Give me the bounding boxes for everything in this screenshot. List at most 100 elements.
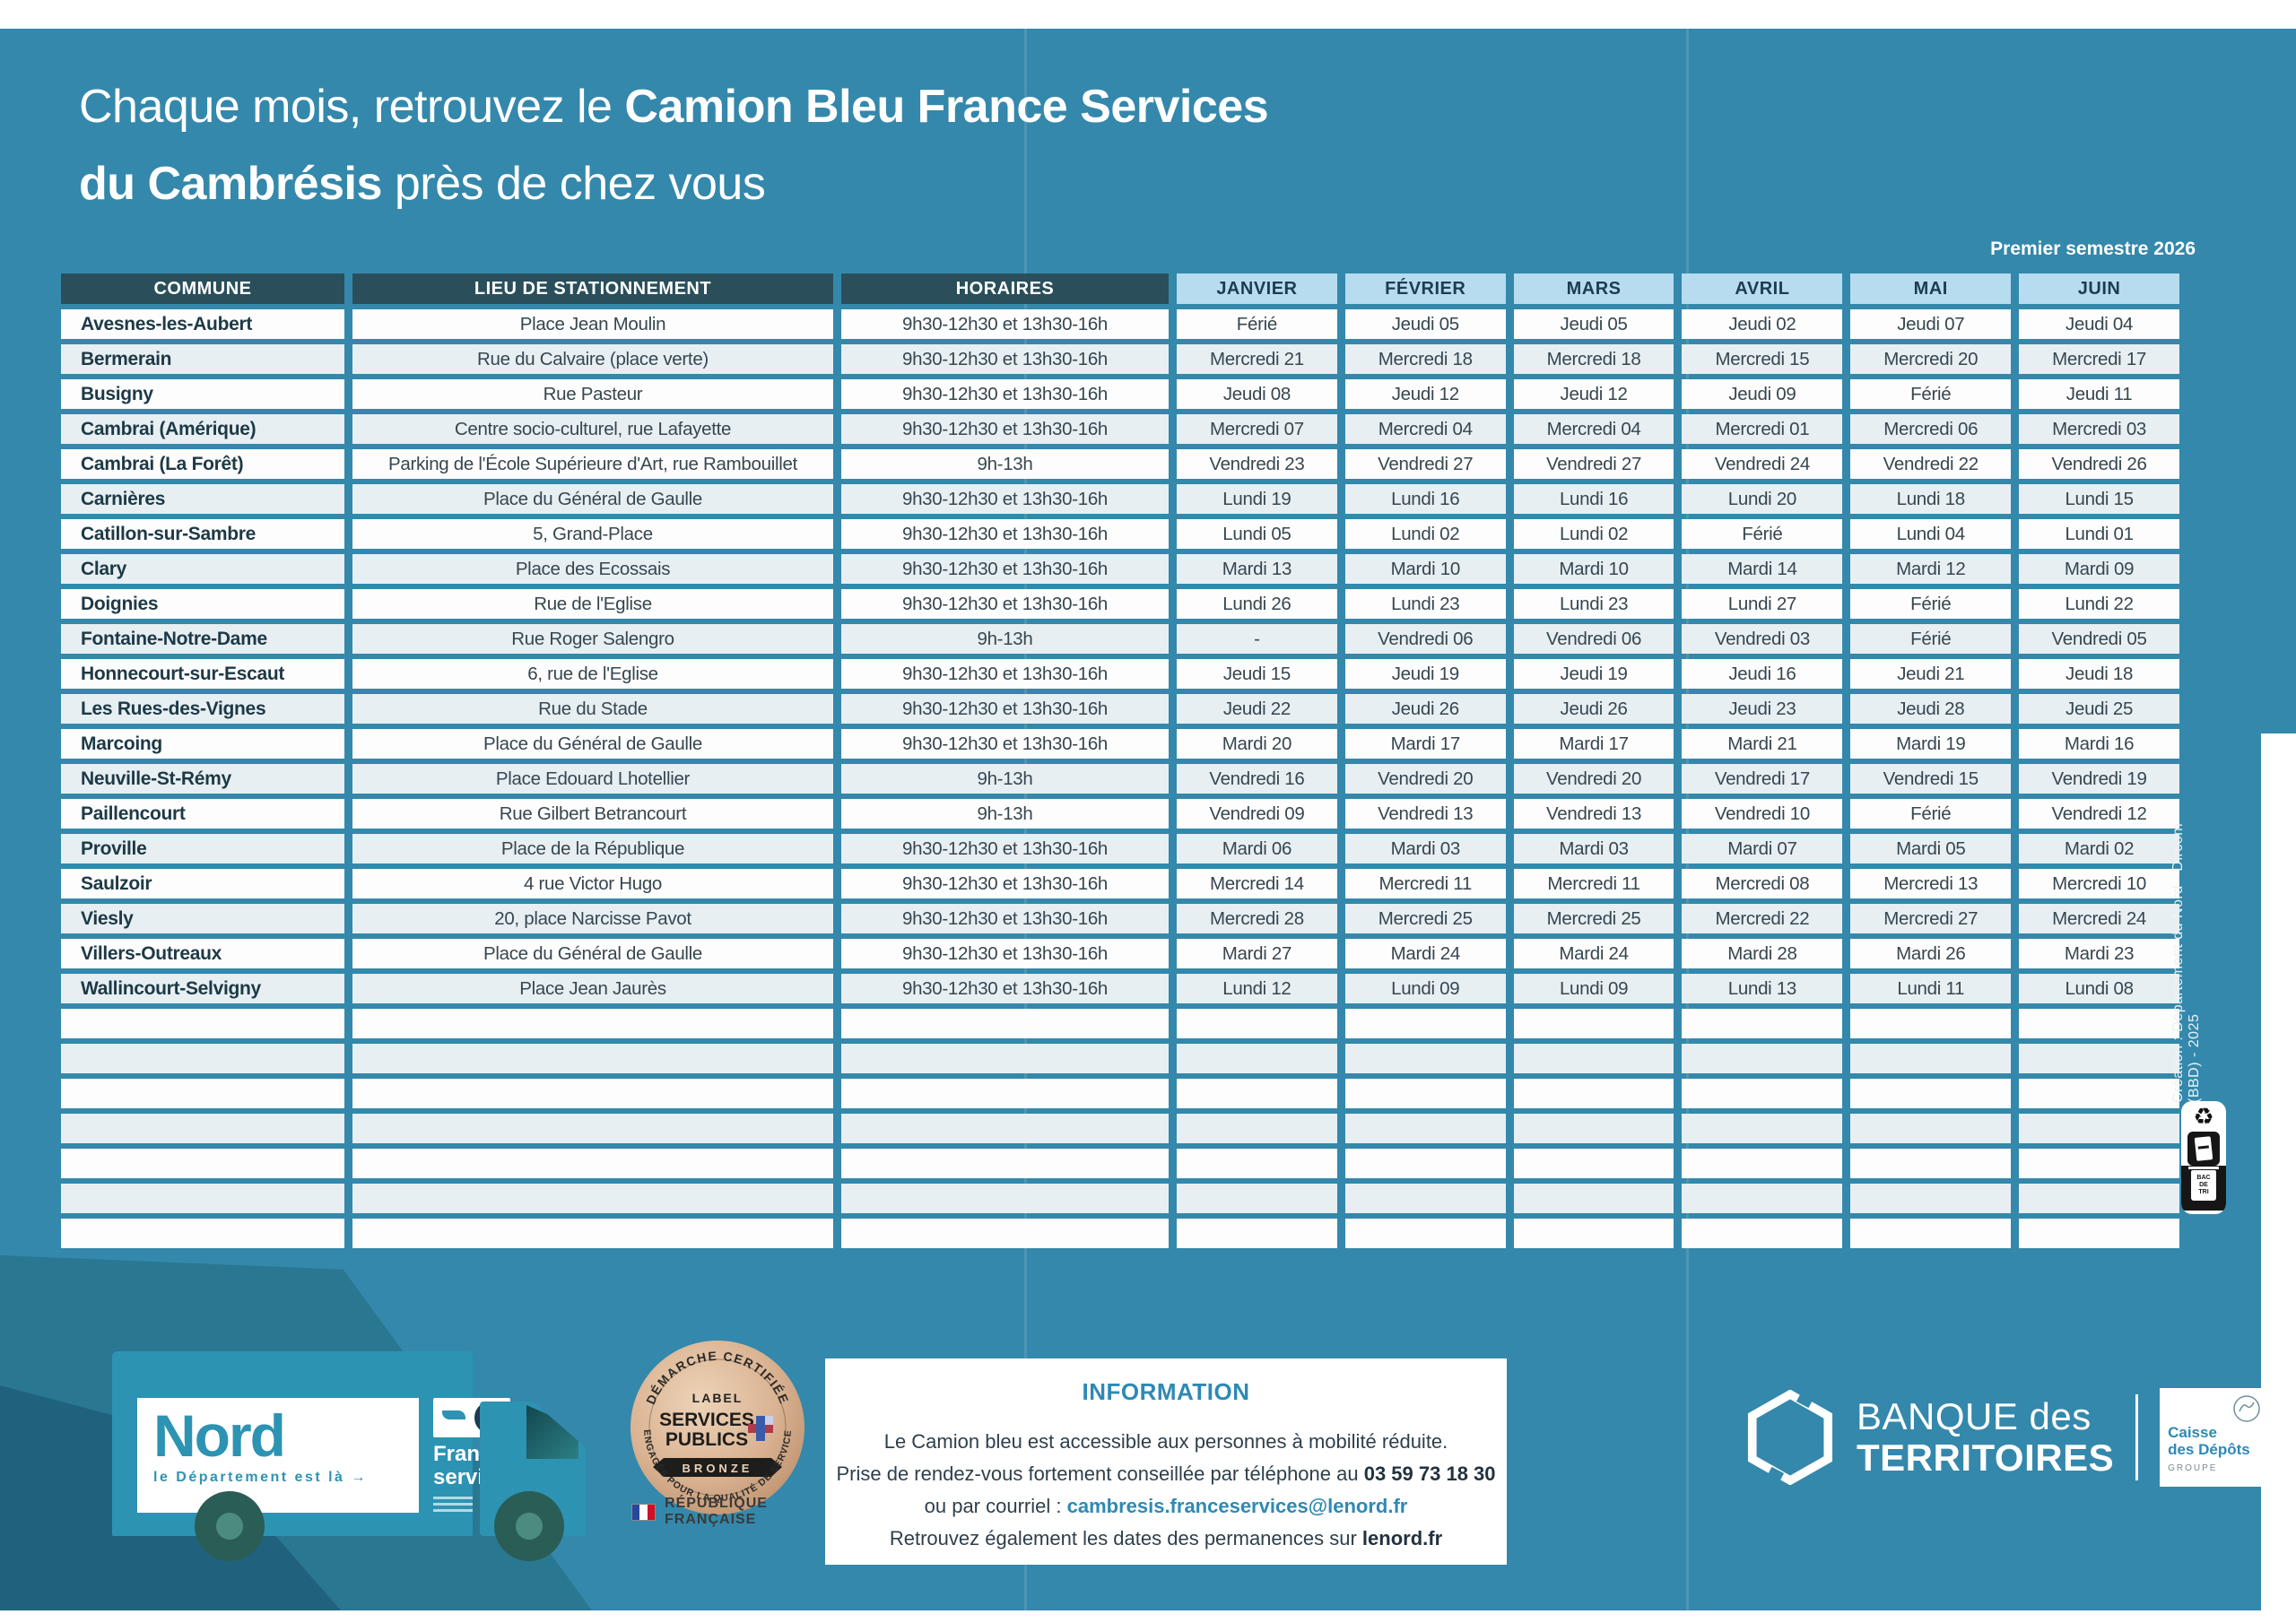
date-cell: [2019, 1184, 2179, 1213]
date-cell: Jeudi 19: [1344, 659, 1506, 689]
date-cell: Lundi 16: [1344, 484, 1506, 514]
table-row: Clary Place des Ecossais 9h30-12h30 et 13h…: [61, 554, 2179, 584]
nord-logo: Nord le Département est là →: [137, 1398, 419, 1513]
date-cell: Lundi 05: [1177, 519, 1337, 549]
date-cell: Mardi 26: [1850, 939, 2012, 968]
date-cell: Lundi 20: [1682, 484, 1843, 514]
date-cell: Lundi 26: [1177, 589, 1337, 619]
commune-cell: Saulzoir: [61, 869, 344, 898]
bdt-line2: TERRITOIRES: [1857, 1436, 2115, 1479]
date-cell: [1177, 1219, 1337, 1248]
lieu-cell: Place Jean Jaurès: [352, 974, 833, 1003]
horaires-cell: [841, 1009, 1169, 1038]
date-cell: Mardi 09: [2019, 554, 2179, 584]
date-cell: Lundi 01: [2019, 519, 2179, 549]
date-cell: Jeudi 05: [1344, 309, 1506, 339]
nord-tagline: le Département est là →: [153, 1470, 368, 1485]
commune-cell: [61, 1184, 344, 1213]
info-line-3: ou par courriel : cambresis.franceservic…: [924, 1495, 1408, 1517]
lieu-cell: Parking de l'École Supérieure d'Art, rue…: [352, 449, 833, 479]
commune-cell: Les Rues-des-Vignes: [61, 694, 344, 724]
lieu-cell: Place du Général de Gaulle: [352, 729, 833, 759]
date-cell: Mardi 13: [1177, 554, 1337, 584]
header-janvier: JANVIER: [1177, 273, 1337, 304]
date-cell: Vendredi 16: [1177, 764, 1337, 794]
date-cell: Mardi 12: [1850, 554, 2012, 584]
date-cell: Vendredi 19: [2019, 764, 2179, 794]
information-box: INFORMATION Le Camion bleu est accessibl…: [825, 1358, 1507, 1565]
commune-cell: Proville: [61, 834, 344, 864]
cdd-group: GROUPE: [2168, 1463, 2218, 1473]
republique-text: RÉPUBLIQUE FRANÇAISE: [665, 1496, 768, 1527]
semester-label: Premier semestre 2026: [1990, 239, 2196, 259]
table-row: Catillon-sur-Sambre 5, Grand-Place 9h30-12…: [61, 519, 2179, 549]
commune-cell: Carnières: [61, 484, 344, 514]
commune-cell: [61, 1079, 344, 1108]
nord-wordmark: Nord: [153, 1402, 286, 1469]
date-cell: Mercredi 15: [1682, 344, 1843, 374]
lieu-cell: 4 rue Victor Hugo: [352, 869, 833, 898]
horaires-cell: 9h-13h: [841, 799, 1169, 829]
date-cell: [1344, 1184, 1506, 1213]
date-cell: Mardi 14: [1682, 554, 1843, 584]
date-cell: [1850, 1114, 2012, 1143]
date-cell: Lundi 18: [1850, 484, 2012, 514]
date-cell: Jeudi 09: [1682, 379, 1843, 409]
lieu-cell: Rue Roger Salengro: [352, 624, 833, 654]
lieu-cell: Rue du Calvaire (place verte): [352, 344, 833, 374]
triman-recycle-icon: ♻: [2193, 1103, 2214, 1130]
date-cell: [1513, 1114, 1674, 1143]
date-cell: Mardi 21: [1682, 729, 1843, 759]
date-cell: [1513, 1219, 1674, 1248]
horaires-cell: 9h30-12h30 et 13h30-16h: [841, 309, 1169, 339]
table-row: Saulzoir 4 rue Victor Hugo 9h30-12h30 et 1…: [61, 869, 2179, 898]
commune-cell: Paillencourt: [61, 799, 344, 829]
recycling-badge: ♻ BAC DE TRI: [2181, 1101, 2226, 1214]
date-cell: [1850, 1219, 2012, 1248]
header-commune: COMMUNE: [61, 273, 344, 304]
commune-cell: Fontaine-Notre-Dame: [61, 624, 344, 654]
date-cell: [1344, 1149, 1506, 1178]
table-row: [61, 1044, 2179, 1073]
commune-cell: Doignies: [61, 589, 344, 619]
lieu-cell: 20, place Narcisse Pavot: [352, 904, 833, 933]
date-cell: [1344, 1114, 1506, 1143]
horaires-cell: 9h30-12h30 et 13h30-16h: [841, 519, 1169, 549]
date-cell: Vendredi 27: [1513, 449, 1674, 479]
lieu-cell: [352, 1044, 833, 1073]
date-cell: Vendredi 26: [2019, 449, 2179, 479]
bdt-line1: BANQUE des: [1857, 1395, 2092, 1437]
date-cell: [1177, 1079, 1337, 1108]
commune-cell: Viesly: [61, 904, 344, 933]
date-cell: Vendredi 13: [1344, 799, 1506, 829]
commune-cell: Villers-Outreaux: [61, 939, 344, 968]
horaires-cell: 9h-13h: [841, 764, 1169, 794]
table-row: Neuville-St-Rémy Place Edouard Lhotellier…: [61, 764, 2179, 794]
date-cell: Jeudi 08: [1177, 379, 1337, 409]
phone-number: 03 59 73 18 30: [1363, 1462, 1496, 1485]
date-cell: Lundi 13: [1682, 974, 1843, 1003]
date-cell: Jeudi 05: [1513, 309, 1674, 339]
table-row: [61, 1079, 2179, 1108]
date-cell: [1177, 1184, 1337, 1213]
horaires-cell: [841, 1114, 1169, 1143]
date-cell: [2019, 1149, 2179, 1178]
table-row: Les Rues-des-Vignes Rue du Stade 9h30-12h3…: [61, 694, 2179, 724]
date-cell: Jeudi 12: [1513, 379, 1674, 409]
table-row: Marcoing Place du Général de Gaulle 9h30-1…: [61, 729, 2179, 759]
info-line-1: Le Camion bleu est accessible aux person…: [883, 1430, 1448, 1453]
horaires-cell: [841, 1044, 1169, 1073]
date-cell: Mardi 28: [1682, 939, 1843, 968]
commune-cell: [61, 1219, 344, 1248]
date-cell: Mardi 03: [1513, 834, 1674, 864]
caisse-emblem-icon: [2233, 1395, 2260, 1422]
date-cell: [1344, 1219, 1506, 1248]
date-cell: [1850, 1044, 2012, 1073]
date-cell: [1682, 1184, 1843, 1213]
horaires-cell: [841, 1219, 1169, 1248]
date-cell: Mercredi 17: [2019, 344, 2179, 374]
lieu-cell: Centre socio-culturel, rue Lafayette: [352, 414, 833, 444]
date-cell: [1344, 1044, 1506, 1073]
schedule-table: COMMUNE LIEU DE STATIONNEMENT HORAIRES J…: [61, 273, 2179, 1254]
